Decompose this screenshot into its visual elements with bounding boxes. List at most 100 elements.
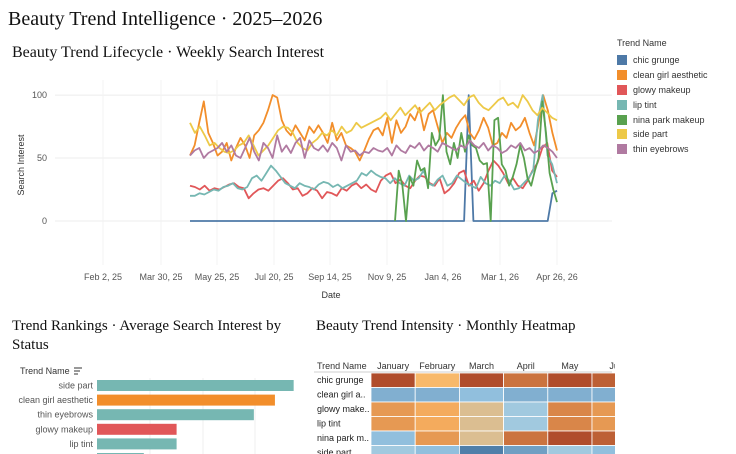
heatmap-cell[interactable]	[414, 445, 460, 454]
heatmap-row-label: glowy make..	[317, 404, 370, 414]
series-line-thin-eyebrows[interactable]	[189, 134, 558, 162]
heatmap-cell[interactable]	[414, 430, 460, 446]
heatmap-column-label: February	[419, 361, 456, 371]
rank-category-label: clean girl aesthetic	[18, 395, 93, 405]
heatmap-cell[interactable]	[458, 445, 504, 454]
rank-axis-header: Trend Name	[20, 366, 70, 376]
legend-label: nina park makeup	[633, 114, 705, 125]
heatmap-cell[interactable]	[503, 387, 549, 403]
heatmap-chart: Trend Name January February March April May Ju…	[314, 361, 615, 454]
rank-category-label: side part	[58, 381, 93, 391]
rank-bar-glowy-makeup[interactable]	[97, 423, 177, 435]
rank-category-label: glowy makeup	[35, 424, 93, 434]
x-tick-label: Sep 14, 25	[308, 272, 352, 282]
legend-swatch	[617, 84, 627, 95]
heatmap-cell[interactable]	[370, 416, 416, 432]
series-line-nina-park-makeup[interactable]	[394, 94, 558, 222]
rank-bar-clean-girl-aesthetic[interactable]	[97, 394, 275, 406]
series-line-lip-tint[interactable]	[190, 94, 558, 197]
legend-swatch	[617, 55, 627, 66]
legend-item-glowy-makeup[interactable]: glowy makeup	[617, 83, 735, 98]
heatmap-cell[interactable]	[591, 372, 615, 388]
heatmap-cell[interactable]	[458, 416, 504, 432]
heatmap-cell[interactable]	[547, 445, 593, 454]
sort-descending-icon[interactable]	[74, 367, 82, 375]
y-axis-label: Search Interest	[16, 134, 26, 196]
heatmap-cell[interactable]	[458, 430, 504, 446]
x-tick-label: Jan 4, 26	[424, 272, 461, 282]
heatmap-cell[interactable]	[503, 445, 549, 454]
heatmap-cell[interactable]	[458, 372, 504, 388]
legend-label: side part	[633, 129, 668, 140]
heatmap-cell[interactable]	[414, 416, 460, 432]
legend-item-thin-eyebrows[interactable]: thin eyebrows	[617, 142, 735, 157]
line-chart-title: Beauty Trend Lifecycle · Weekly Search I…	[12, 44, 325, 61]
rank-chart-title: Trend Rankings · Average Search Interest…	[12, 318, 282, 353]
heatmap-row-label: clean girl a..	[317, 390, 366, 400]
legend-label: clean girl aesthetic	[633, 70, 708, 81]
heatmap-row-label: lip tint	[317, 419, 341, 429]
series-line-glowy-makeup[interactable]	[189, 141, 558, 200]
legend-item-clean-girl-aesthetic[interactable]: clean girl aesthetic	[617, 68, 735, 83]
series-line-clean-girl-aesthetic[interactable]	[189, 94, 558, 162]
rank-bar-lip-tint[interactable]	[97, 438, 177, 450]
heatmap-cell[interactable]	[370, 430, 416, 446]
x-tick-label: Feb 2, 25	[84, 272, 122, 282]
legend-swatch	[617, 70, 627, 81]
heatmap-cell[interactable]	[370, 445, 416, 454]
legend-label: glowy makeup	[633, 84, 691, 95]
heatmap-cell[interactable]	[414, 372, 460, 388]
heatmap-cell[interactable]	[370, 387, 416, 403]
line-chart: 0 50 100 Feb 2, 25 Mar 30, 25 May 25, 25 Jul 2…	[16, 80, 612, 300]
heatmap-row-header: Trend Name	[317, 361, 367, 371]
heatmap-column-label: Ju	[609, 361, 615, 371]
heatmap-cell[interactable]	[458, 401, 504, 417]
x-tick-label: May 25, 25	[195, 272, 240, 282]
trend-legend: Trend Name chic grunge clean girl aesthet…	[617, 38, 735, 157]
x-tick-label: Mar 1, 26	[481, 272, 519, 282]
heatmap-cell[interactable]	[591, 387, 615, 403]
heatmap-cell[interactable]	[591, 401, 615, 417]
legend-item-side-part[interactable]: side part	[617, 127, 735, 142]
x-tick-label: Jul 20, 25	[254, 272, 293, 282]
heatmap-cell[interactable]	[591, 416, 615, 432]
y-tick-label: 100	[32, 90, 47, 100]
heatmap-cell[interactable]	[547, 372, 593, 388]
heatmap-cell[interactable]	[503, 416, 549, 432]
heatmap-cell[interactable]	[503, 372, 549, 388]
legend-item-chic-grunge[interactable]: chic grunge	[617, 53, 735, 68]
legend-swatch	[617, 114, 627, 125]
heatmap-cell[interactable]	[591, 445, 615, 454]
heatmap-cell[interactable]	[503, 401, 549, 417]
heatmap-column-label: March	[469, 361, 494, 371]
heatmap-column-label: April	[517, 361, 535, 371]
heatmap-column-label: May	[561, 361, 579, 371]
heatmap-cell[interactable]	[547, 401, 593, 417]
heatmap-title: Beauty Trend Intensity · Monthly Heatmap	[316, 318, 576, 334]
heatmap-cell[interactable]	[370, 401, 416, 417]
heatmap-cell[interactable]	[547, 416, 593, 432]
x-axis-label: Date	[321, 290, 340, 300]
heatmap-cell[interactable]	[414, 401, 460, 417]
x-tick-label: Mar 30, 25	[139, 272, 182, 282]
rank-category-label: thin eyebrows	[37, 410, 93, 420]
x-tick-label: Apr 26, 26	[536, 272, 578, 282]
heatmap-cell[interactable]	[414, 387, 460, 403]
legend-label: lip tint	[633, 99, 657, 110]
rank-bar-side-part[interactable]	[97, 380, 294, 391]
heatmap-row-label: chic grunge	[317, 375, 364, 385]
heatmap-cell[interactable]	[547, 430, 593, 446]
heatmap-cell[interactable]	[591, 430, 615, 446]
heatmap-cell[interactable]	[370, 372, 416, 388]
rank-bar-thin-eyebrows[interactable]	[97, 409, 254, 421]
heatmap-column-label: January	[377, 361, 410, 371]
legend-swatch	[617, 99, 627, 110]
legend-item-nina-park-makeup[interactable]: nina park makeup	[617, 112, 735, 127]
x-tick-label: Nov 9, 25	[368, 272, 407, 282]
heatmap-cell[interactable]	[503, 430, 549, 446]
rank-category-label: lip tint	[69, 439, 93, 449]
series-line-chic-grunge[interactable]	[190, 94, 558, 222]
legend-item-lip-tint[interactable]: lip tint	[617, 97, 735, 112]
heatmap-cell[interactable]	[547, 387, 593, 403]
heatmap-cell[interactable]	[458, 387, 504, 403]
